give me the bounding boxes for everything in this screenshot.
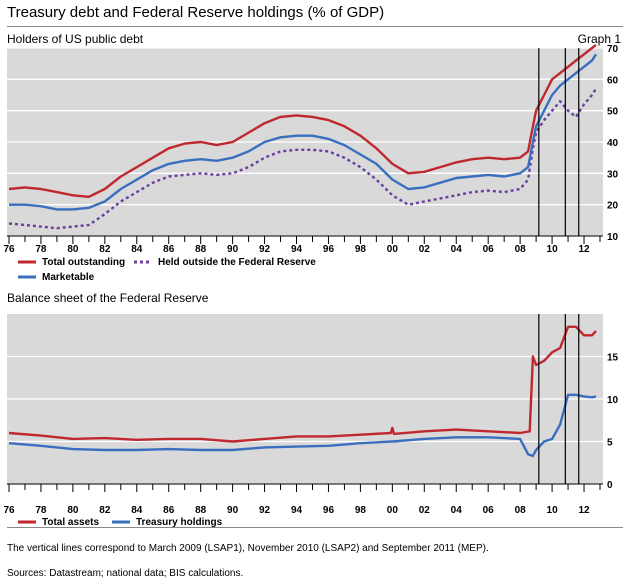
x-tick-label: 80 — [67, 505, 79, 516]
y-tick-label: 60 — [607, 75, 619, 86]
series-line-treasury-holdings — [8, 393, 597, 458]
x-tick-label: 92 — [259, 505, 271, 516]
x-tick-label: 78 — [35, 505, 47, 516]
panel2-title: Balance sheet of the Federal Reserve — [7, 291, 209, 305]
x-tick-label: 12 — [578, 505, 590, 516]
series-line-marketable — [9, 53, 598, 211]
x-tick-label: 04 — [451, 505, 463, 516]
x-tick-label: 90 — [227, 505, 239, 516]
x-tick-label: 94 — [291, 505, 303, 516]
x-tick-label: 98 — [355, 244, 367, 255]
x-tick-label: 78 — [35, 244, 47, 255]
y-tick-label: 50 — [607, 107, 619, 118]
legend-label: Total assets — [42, 517, 99, 528]
x-tick-label: 06 — [483, 244, 495, 255]
title-rule — [7, 26, 623, 27]
x-tick-label: 12 — [578, 244, 590, 255]
y-tick-label: 70 — [607, 44, 619, 55]
y-tick-label: 0 — [607, 480, 613, 491]
x-tick-label: 86 — [163, 244, 175, 255]
x-tick-label: 76 — [3, 244, 15, 255]
x-tick-label: 00 — [387, 505, 399, 516]
x-tick-label: 80 — [67, 244, 79, 255]
graph-label: Graph 1 — [577, 32, 621, 46]
x-tick-label: 84 — [131, 505, 143, 516]
x-tick-label: 10 — [547, 505, 559, 516]
legend-label: Total outstanding — [42, 257, 125, 268]
series-line-total-outstanding — [8, 43, 597, 199]
x-tick-label: 08 — [515, 505, 527, 516]
y-tick-label: 10 — [607, 395, 619, 406]
x-tick-label: 08 — [515, 244, 527, 255]
y-tick-label: 30 — [607, 169, 619, 180]
legend-label: Held outside the Federal Reserve — [158, 257, 316, 268]
y-tick-label: 20 — [607, 201, 619, 212]
x-tick-label: 88 — [195, 244, 207, 255]
y-tick-label: 40 — [607, 138, 619, 149]
x-tick-label: 02 — [419, 244, 431, 255]
x-tick-label: 88 — [195, 505, 207, 516]
x-tick-label: 94 — [291, 244, 303, 255]
x-tick-label: 06 — [483, 505, 495, 516]
x-tick-label: 98 — [355, 505, 367, 516]
x-tick-label: 82 — [99, 244, 111, 255]
series-line-total-assets — [8, 325, 597, 443]
x-tick-label: 10 — [547, 244, 559, 255]
y-tick-label: 5 — [607, 438, 613, 449]
graph-title: Treasury debt and Federal Reserve holdin… — [7, 4, 385, 21]
legend-label: Marketable — [42, 272, 95, 283]
x-tick-label: 04 — [451, 244, 463, 255]
panel1-title: Holders of US public debt — [7, 32, 144, 46]
y-tick-label: 10 — [607, 232, 619, 243]
x-tick-label: 82 — [99, 505, 111, 516]
x-tick-label: 90 — [227, 244, 239, 255]
legend-label: Treasury holdings — [136, 517, 223, 528]
x-tick-label: 96 — [323, 505, 335, 516]
x-tick-label: 84 — [131, 244, 143, 255]
x-tick-label: 76 — [3, 505, 15, 516]
x-tick-label: 86 — [163, 505, 175, 516]
footnote: The vertical lines correspond to March 2… — [7, 543, 489, 554]
footer-rule — [7, 527, 623, 528]
x-tick-label: 02 — [419, 505, 431, 516]
x-tick-label: 00 — [387, 244, 399, 255]
x-tick-label: 92 — [259, 244, 271, 255]
sources: Sources: Datastream; national data; BIS … — [7, 568, 244, 579]
y-tick-label: 15 — [607, 353, 619, 364]
x-tick-label: 96 — [323, 244, 335, 255]
